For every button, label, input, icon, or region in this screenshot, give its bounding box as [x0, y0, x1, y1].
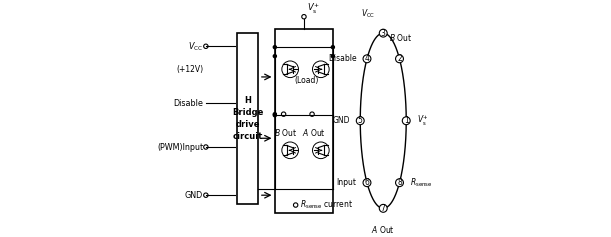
Text: Input: Input	[337, 178, 356, 187]
Text: $V_{\mathrm{s}}^{+}$: $V_{\mathrm{s}}^{+}$	[417, 114, 429, 128]
Text: 8: 8	[397, 178, 402, 187]
Text: 4: 4	[365, 54, 370, 63]
Text: $A$ Out: $A$ Out	[371, 224, 395, 235]
Circle shape	[331, 55, 334, 58]
Text: (+12V): (+12V)	[176, 65, 203, 74]
Circle shape	[273, 55, 276, 58]
Text: $B$ Out: $B$ Out	[274, 127, 297, 138]
Text: $V_{\mathrm{CC}}$: $V_{\mathrm{CC}}$	[188, 40, 203, 53]
Circle shape	[356, 117, 364, 125]
Circle shape	[395, 179, 403, 187]
Text: $A$ Out: $A$ Out	[302, 127, 326, 138]
Circle shape	[273, 114, 276, 117]
Text: Disable: Disable	[174, 99, 203, 108]
Text: 7: 7	[381, 204, 386, 213]
Text: 5: 5	[358, 116, 363, 125]
Text: (PWM)Input: (PWM)Input	[157, 142, 203, 151]
Text: $V_{\mathrm{CC}}$: $V_{\mathrm{CC}}$	[360, 8, 375, 20]
Text: 2: 2	[397, 54, 402, 63]
Circle shape	[363, 55, 371, 63]
FancyBboxPatch shape	[236, 33, 258, 204]
Text: (Load): (Load)	[294, 76, 318, 85]
Text: 3: 3	[381, 29, 386, 38]
Circle shape	[379, 29, 387, 37]
Circle shape	[273, 46, 276, 49]
Text: GND: GND	[332, 116, 349, 125]
Circle shape	[395, 55, 403, 63]
Text: $R_{\mathrm{sense}}$: $R_{\mathrm{sense}}$	[410, 176, 433, 189]
Text: H
Bridge
drive
circuit: H Bridge drive circuit	[232, 96, 263, 141]
Text: Disable: Disable	[328, 54, 356, 63]
Circle shape	[331, 46, 334, 49]
Text: $B$ Out: $B$ Out	[389, 32, 412, 43]
Circle shape	[273, 113, 276, 116]
Text: $R_{\mathrm{sense}}$ current: $R_{\mathrm{sense}}$ current	[299, 199, 353, 211]
Circle shape	[363, 179, 371, 187]
FancyBboxPatch shape	[275, 29, 333, 213]
Circle shape	[379, 204, 387, 212]
Text: GND: GND	[185, 191, 203, 200]
Text: 6: 6	[365, 178, 370, 187]
Circle shape	[402, 117, 410, 125]
Text: $V_{\mathrm{s}}^{+}$: $V_{\mathrm{s}}^{+}$	[307, 1, 320, 16]
Text: 1: 1	[404, 116, 409, 125]
